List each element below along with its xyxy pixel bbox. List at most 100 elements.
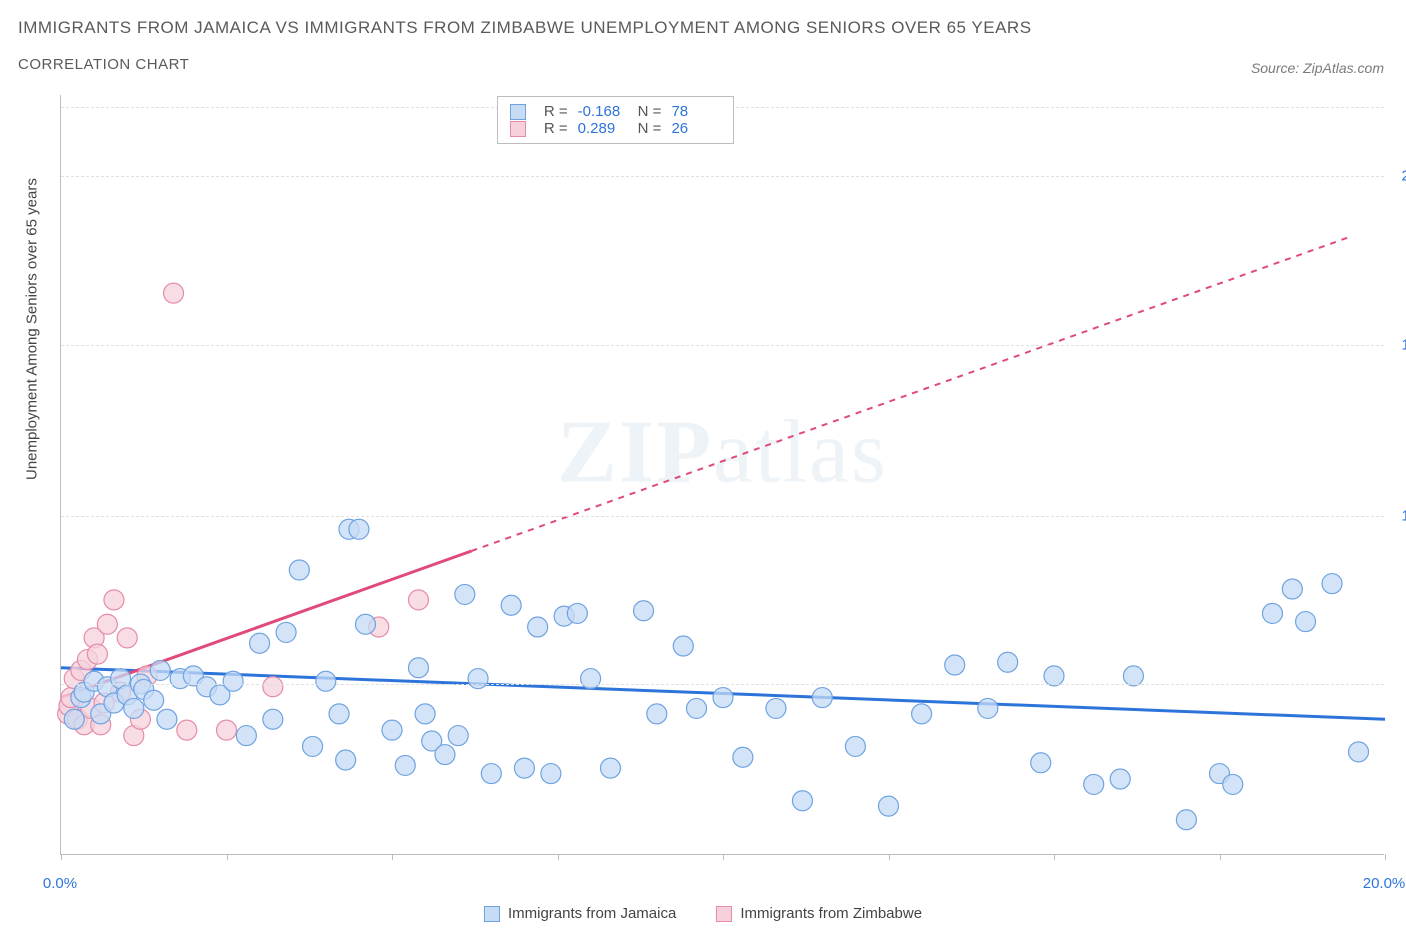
x-tick-label: 0.0% xyxy=(43,875,77,892)
point-zimbabwe xyxy=(117,628,137,648)
swatch-jamaica xyxy=(484,906,500,922)
point-jamaica xyxy=(316,671,336,691)
point-jamaica xyxy=(481,764,501,784)
source-attribution: Source: ZipAtlas.com xyxy=(1251,60,1384,76)
gridline-h xyxy=(61,345,1384,346)
point-jamaica xyxy=(766,698,786,718)
point-zimbabwe xyxy=(87,644,107,664)
point-jamaica xyxy=(733,747,753,767)
point-jamaica xyxy=(263,709,283,729)
x-tick xyxy=(1385,854,1386,860)
point-jamaica xyxy=(1322,574,1342,594)
point-jamaica xyxy=(581,669,601,689)
legend-label-zimbabwe: Immigrants from Zimbabwe xyxy=(740,905,922,922)
point-jamaica xyxy=(236,726,256,746)
stats-swatch-jamaica xyxy=(510,104,526,120)
y-axis-label: Unemployment Among Seniors over 65 years xyxy=(24,178,41,480)
chart-title-block: IMMIGRANTS FROM JAMAICA VS IMMIGRANTS FR… xyxy=(18,18,1032,73)
x-tick-label: 20.0% xyxy=(1363,875,1406,892)
point-jamaica xyxy=(455,584,475,604)
point-jamaica xyxy=(1296,612,1316,632)
point-jamaica xyxy=(1084,774,1104,794)
stats-row-zimbabwe: R =0.289 N =26 xyxy=(510,120,722,137)
chart-title-line1: IMMIGRANTS FROM JAMAICA VS IMMIGRANTS FR… xyxy=(18,18,1032,38)
point-jamaica xyxy=(812,688,832,708)
point-jamaica xyxy=(541,764,561,784)
point-jamaica xyxy=(349,519,369,539)
stats-row-jamaica: R =-0.168 N =78 xyxy=(510,103,722,120)
x-tick xyxy=(1220,854,1221,860)
point-jamaica xyxy=(448,726,468,746)
point-jamaica xyxy=(713,688,733,708)
point-jamaica xyxy=(845,736,865,756)
point-jamaica xyxy=(600,758,620,778)
stats-swatch-zimbabwe xyxy=(510,121,526,137)
point-jamaica xyxy=(673,636,693,656)
x-tick xyxy=(558,854,559,860)
stats-box: R =-0.168 N =78R =0.289 N =26 xyxy=(497,96,735,144)
y-tick-label: 12.5% xyxy=(1389,507,1406,524)
plot-svg xyxy=(61,95,1384,854)
point-jamaica xyxy=(567,603,587,623)
point-zimbabwe xyxy=(164,283,184,303)
point-jamaica xyxy=(1262,603,1282,623)
point-jamaica xyxy=(124,698,144,718)
x-tick xyxy=(889,854,890,860)
point-jamaica xyxy=(1044,666,1064,686)
gridline-h xyxy=(61,516,1384,517)
legend-bottom: Immigrants from Jamaica Immigrants from … xyxy=(484,905,922,922)
point-jamaica xyxy=(250,633,270,653)
point-jamaica xyxy=(144,690,164,710)
point-jamaica xyxy=(303,736,323,756)
point-jamaica xyxy=(289,560,309,580)
point-zimbabwe xyxy=(104,590,124,610)
point-jamaica xyxy=(879,796,899,816)
point-jamaica xyxy=(150,660,170,680)
point-jamaica xyxy=(1031,753,1051,773)
legend-label-jamaica: Immigrants from Jamaica xyxy=(508,905,676,922)
point-jamaica xyxy=(329,704,349,724)
point-jamaica xyxy=(1176,810,1196,830)
point-jamaica xyxy=(356,614,376,634)
point-jamaica xyxy=(687,698,707,718)
point-jamaica xyxy=(435,745,455,765)
gridline-h xyxy=(61,684,1384,685)
point-jamaica xyxy=(1282,579,1302,599)
legend-item-jamaica: Immigrants from Jamaica xyxy=(484,905,676,922)
gridline-h xyxy=(61,176,1384,177)
swatch-zimbabwe xyxy=(716,906,732,922)
point-jamaica xyxy=(634,601,654,621)
y-tick-label: 6.3% xyxy=(1389,676,1406,693)
point-jamaica xyxy=(792,791,812,811)
point-jamaica xyxy=(514,758,534,778)
point-jamaica xyxy=(64,709,84,729)
point-jamaica xyxy=(998,652,1018,672)
y-tick-label: 18.8% xyxy=(1389,336,1406,353)
point-jamaica xyxy=(468,669,488,689)
point-jamaica xyxy=(912,704,932,724)
point-zimbabwe xyxy=(217,720,237,740)
point-jamaica xyxy=(276,622,296,642)
point-jamaica xyxy=(647,704,667,724)
point-jamaica xyxy=(528,617,548,637)
point-jamaica xyxy=(395,755,415,775)
x-tick xyxy=(1054,854,1055,860)
point-jamaica xyxy=(415,704,435,724)
point-zimbabwe xyxy=(263,677,283,697)
plot-area: ZIPatlas 6.3%12.5%18.8%25.0% xyxy=(60,95,1384,855)
point-jamaica xyxy=(382,720,402,740)
x-tick xyxy=(61,854,62,860)
point-jamaica xyxy=(336,750,356,770)
point-zimbabwe xyxy=(177,720,197,740)
point-jamaica xyxy=(157,709,177,729)
x-tick xyxy=(227,854,228,860)
point-jamaica xyxy=(945,655,965,675)
point-jamaica xyxy=(408,658,428,678)
point-zimbabwe xyxy=(97,614,117,634)
point-jamaica xyxy=(1349,742,1369,762)
point-jamaica xyxy=(1223,774,1243,794)
legend-item-zimbabwe: Immigrants from Zimbabwe xyxy=(716,905,922,922)
point-jamaica xyxy=(978,698,998,718)
x-tick xyxy=(723,854,724,860)
x-tick xyxy=(392,854,393,860)
